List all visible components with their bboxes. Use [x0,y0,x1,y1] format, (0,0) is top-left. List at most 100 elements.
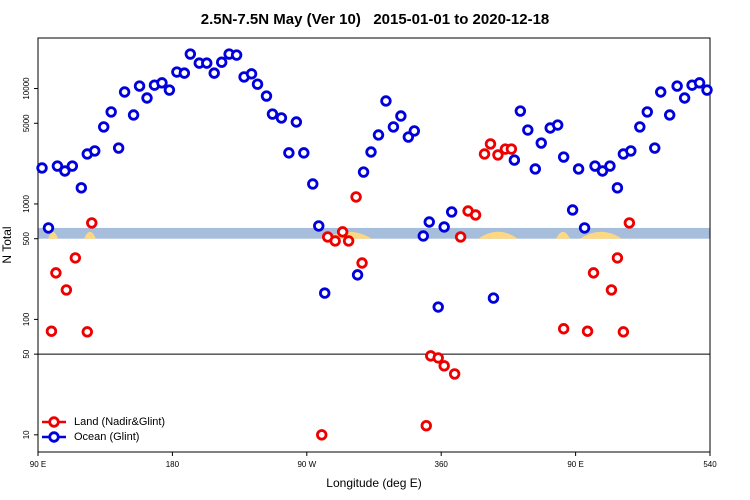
point [572,163,585,175]
point [245,68,258,80]
x-tick-label: 90 W [297,460,316,469]
y-tick-label: 10000 [22,77,31,100]
point [581,325,594,337]
point [201,57,213,69]
point [290,116,303,128]
point [365,146,377,158]
point [469,209,482,221]
x-tick-label: 90 E [30,460,46,469]
point [342,235,355,247]
chart-title: 2.5N-7.5N May (Ver 10) 2015-01-01 to 202… [201,11,550,28]
point [587,267,600,279]
y-tick-label: 50 [22,349,31,358]
point [50,267,62,279]
point [641,106,653,118]
point [551,119,564,131]
point [60,284,73,296]
point [98,121,110,133]
point [319,287,331,299]
point [445,206,458,218]
band [38,227,710,239]
point [351,269,364,281]
point [69,252,82,264]
legend-label: Ocean (Glint) [74,431,139,443]
y-tick-label: 500 [22,231,31,245]
point [492,149,504,161]
point [454,231,467,243]
point [357,166,370,178]
point [663,109,676,121]
point [313,220,325,232]
point [298,147,310,159]
point [557,151,570,163]
point [105,106,117,118]
point [156,77,168,89]
point [693,77,706,89]
point [163,84,176,96]
point [578,222,591,234]
point [395,110,407,122]
point [566,204,579,216]
point [701,84,713,96]
point [51,160,64,172]
point [387,121,400,133]
point [336,226,349,238]
point [251,78,264,90]
legend-marker [48,416,60,428]
point [350,191,362,203]
point [260,90,273,102]
point [623,217,636,229]
point [307,178,319,190]
point [59,165,71,177]
point [184,48,197,60]
point [329,235,341,247]
point [420,419,432,432]
point [112,142,125,154]
point [611,252,624,264]
point [408,125,421,137]
x-tick-label: 90 E [567,460,583,469]
point [432,301,444,313]
point [438,360,450,372]
point [438,221,450,233]
point [625,145,637,157]
point [372,129,385,141]
point [417,230,429,242]
x-tick-label: 540 [703,460,717,469]
point [266,108,279,120]
y-tick-label: 10 [22,430,31,439]
point [42,222,55,234]
point [118,86,131,98]
point [86,217,98,229]
point [484,138,497,150]
point [514,105,527,117]
point [522,124,534,136]
y-axis-label: N Total [0,226,14,263]
point [604,160,616,172]
band-patch [556,231,570,239]
point [127,109,140,121]
point [605,284,618,296]
plot-frame [37,37,711,453]
point [133,80,146,92]
point [634,121,646,133]
point [141,92,153,104]
point [478,148,491,160]
band-patch [84,231,96,239]
point [316,429,328,441]
point [535,137,547,149]
point [678,92,691,104]
band-patch [48,231,58,239]
point [557,323,570,335]
point [208,67,220,79]
x-axis-label: Longitude (deg E) [326,476,421,490]
point [617,326,630,338]
point [283,147,295,159]
point [36,162,48,174]
y-tick-label: 5000 [22,114,31,132]
x-tick-label: 360 [435,460,449,469]
point [275,112,288,124]
point [178,67,191,79]
legend-marker [48,431,60,443]
